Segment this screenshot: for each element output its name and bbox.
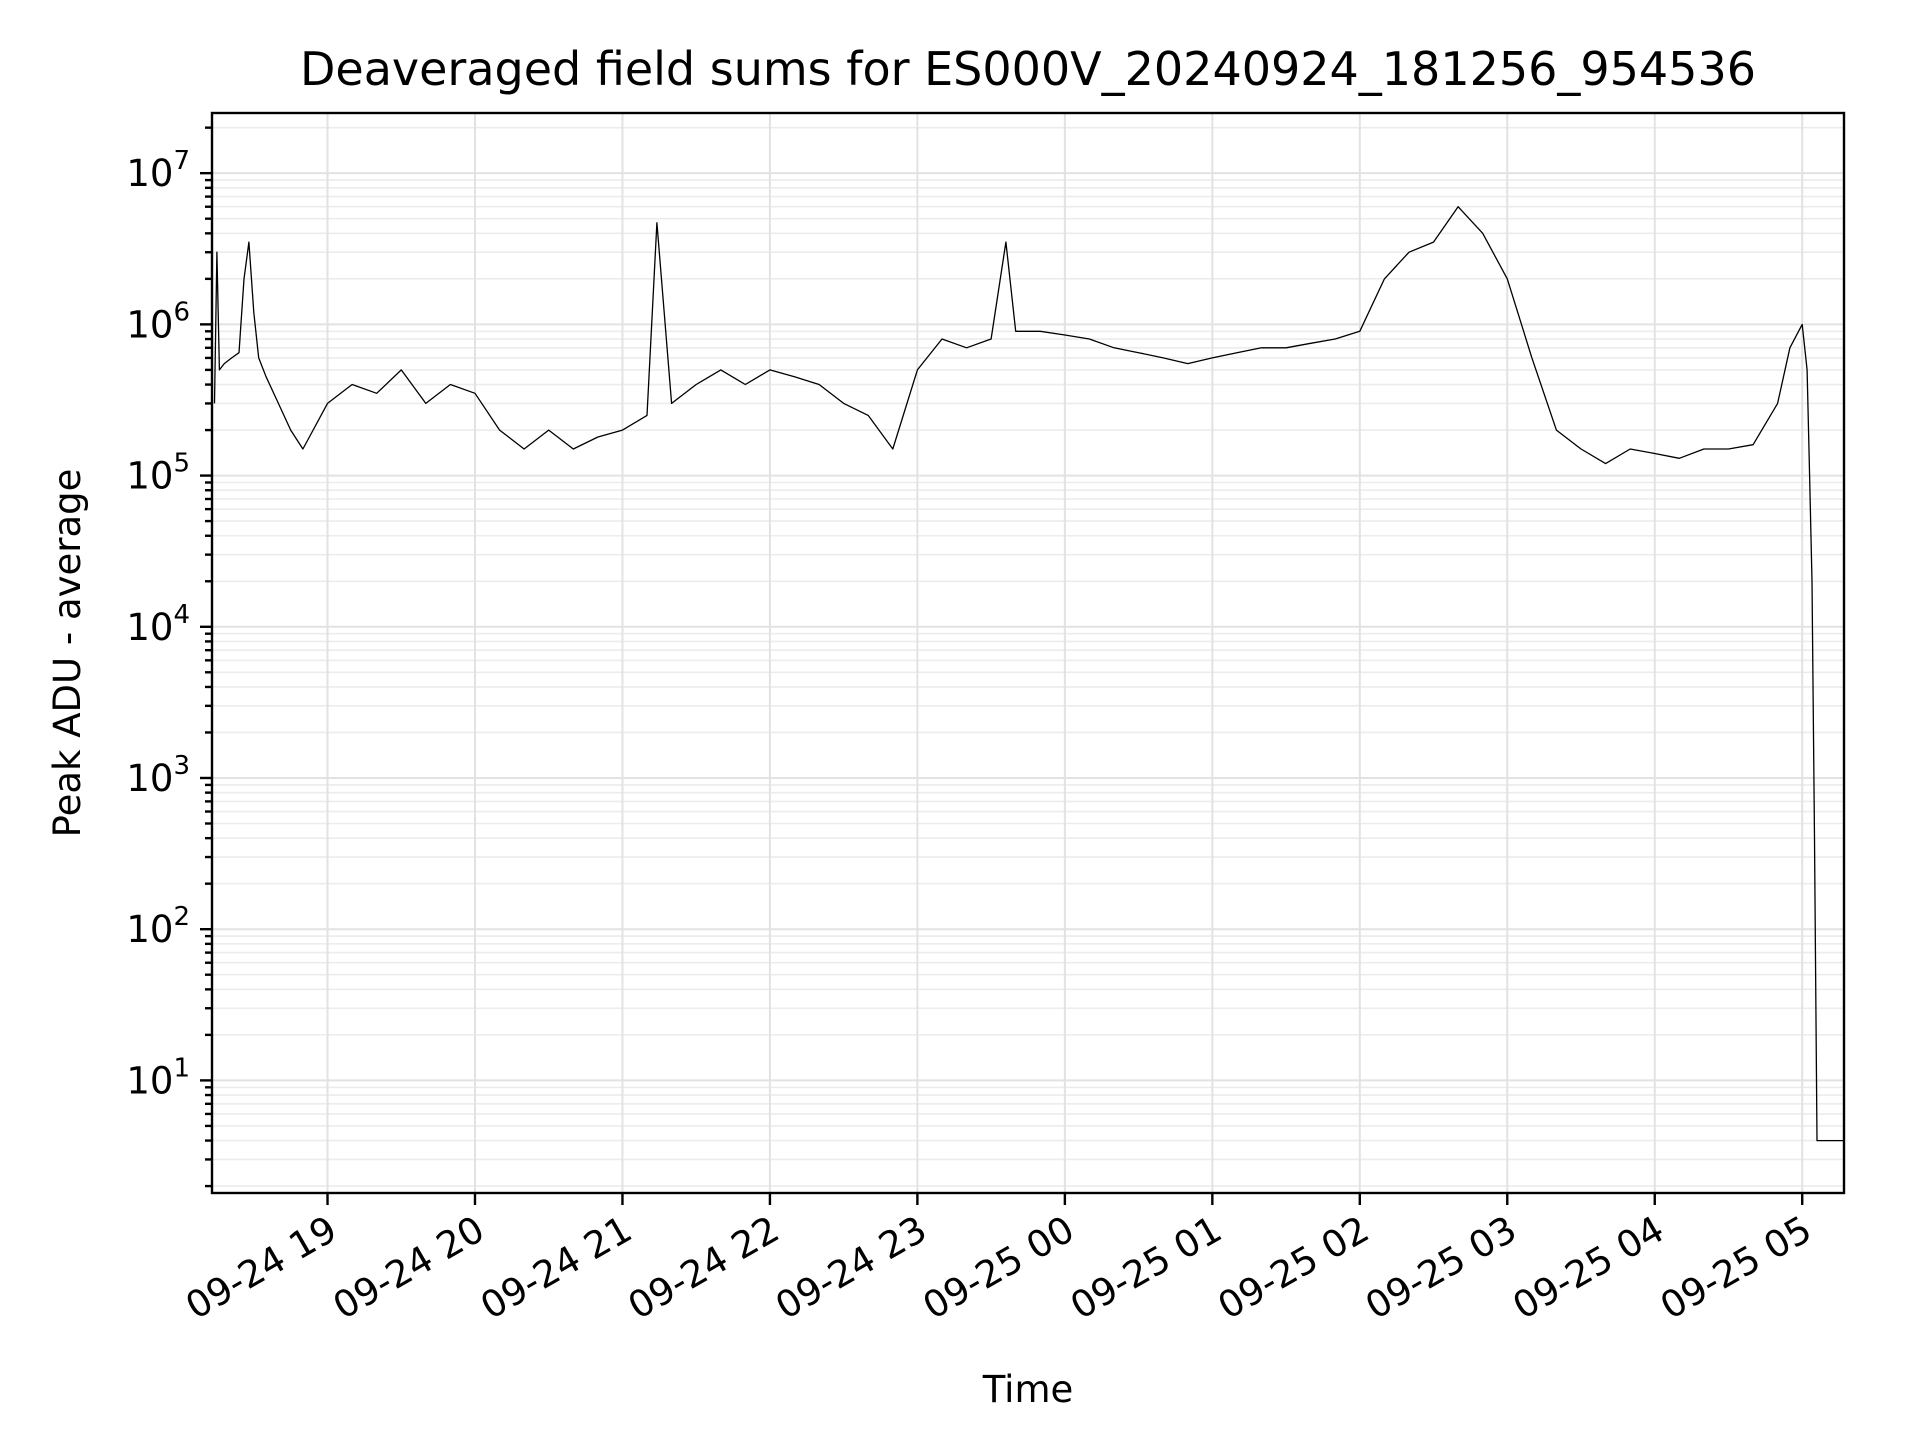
x-tick-label: 09-24 20: [326, 1208, 492, 1328]
x-tick-label: 09-24 23: [768, 1208, 934, 1328]
x-tick-label: 09-25 05: [1653, 1208, 1819, 1328]
x-tick-label: 09-24 21: [473, 1208, 639, 1328]
x-tick-label: 09-25 04: [1506, 1208, 1672, 1328]
series-line: [213, 206, 1844, 1142]
y-tick-label: 102: [126, 902, 190, 951]
x-tick-label: 09-25 02: [1211, 1208, 1377, 1328]
plot-frame: [210, 111, 1846, 1195]
y-axis-label: Peak ADU - average: [46, 469, 89, 838]
x-axis-label: Time: [982, 1368, 1074, 1411]
x-tick-label: 09-24 22: [621, 1208, 787, 1328]
y-tick-label: 105: [126, 449, 190, 498]
y-tick-label: 106: [126, 297, 190, 346]
y-tick-label: 104: [126, 600, 190, 649]
grid-lines: [212, 113, 1844, 1193]
y-tick-label: 107: [126, 146, 190, 195]
x-tick-label: 09-24 19: [178, 1208, 344, 1328]
x-tick-label: 09-25 01: [1063, 1208, 1229, 1328]
chart-title: Deaveraged field sums for ES000V_2024092…: [300, 42, 1756, 96]
x-tick-label: 09-25 00: [916, 1208, 1082, 1328]
y-axis: 101 102 103 104 105 106 107: [126, 126, 212, 1188]
y-tick-label: 103: [126, 751, 190, 800]
y-tick-label: 101: [126, 1053, 190, 1102]
x-tick-label: 09-25 03: [1358, 1208, 1524, 1328]
